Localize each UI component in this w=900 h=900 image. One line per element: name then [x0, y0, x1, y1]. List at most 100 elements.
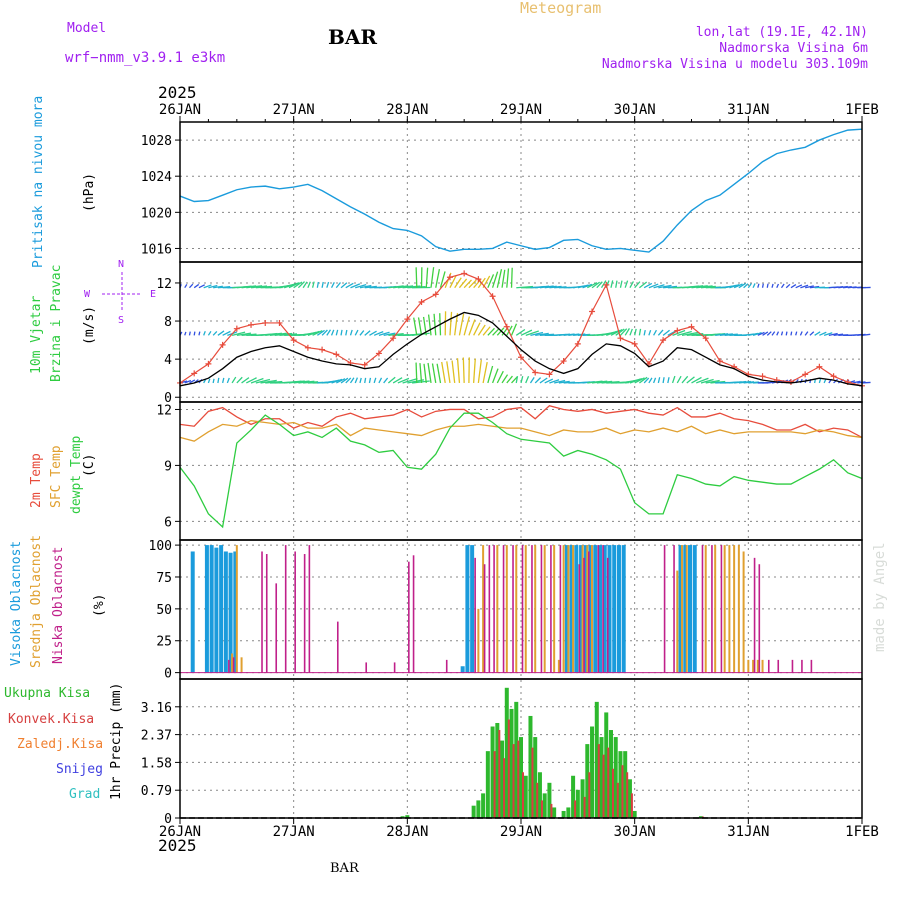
precip-bar-conv: [574, 800, 577, 818]
wind-arrow: [482, 361, 488, 384]
time-label-bottom: 26JAN: [159, 824, 201, 840]
wind-arrow: [804, 331, 809, 336]
precip-bar-total: [500, 740, 505, 818]
wind-arrow: [752, 283, 756, 288]
wind-arrow: [477, 324, 486, 336]
wind-arrow: [364, 330, 371, 336]
gust-marker: [319, 346, 326, 353]
precip-bar-total: [561, 810, 566, 818]
wind-arrow: [643, 377, 650, 384]
station-title: BAR: [328, 25, 378, 49]
wind-arrow: [596, 281, 603, 289]
gust-marker: [546, 371, 553, 378]
wind-arrow: [207, 378, 211, 384]
gust-marker: [248, 321, 255, 328]
y-tick-label: 2.37: [141, 729, 172, 744]
gust-marker: [816, 363, 823, 370]
panel-frame-5: [179, 678, 863, 819]
wind-arrow: [184, 379, 192, 384]
cloud-bar-low: [232, 657, 235, 673]
y-tick-label: 0: [164, 391, 172, 406]
precip-bar-conv: [550, 803, 553, 818]
wind-arrow: [222, 330, 231, 336]
precip-bar-total: [571, 775, 576, 818]
gust-marker: [518, 354, 524, 361]
wind-arrow: [198, 284, 206, 289]
cloud-bar-high: [607, 545, 612, 673]
cloud-bar-high: [612, 545, 617, 673]
wind-arrow: [577, 284, 589, 289]
wind-arrow: [413, 317, 418, 336]
gust-marker: [716, 358, 723, 365]
wind-arrow: [496, 269, 503, 288]
wind-arrow: [558, 380, 570, 384]
wind-arrow: [260, 379, 277, 384]
wind-arrow: [331, 378, 343, 384]
cloud-bar-low: [711, 545, 713, 673]
gust-marker: [432, 291, 439, 298]
gust-marker: [787, 379, 794, 385]
cloud-bar-low: [597, 545, 600, 673]
cloud-bar-mid: [747, 659, 750, 673]
cloud-bar-mid: [235, 545, 238, 673]
cloud-bar-low: [303, 554, 306, 673]
cloud-bar-mid: [761, 659, 764, 673]
cloud-bar-high: [602, 545, 607, 673]
gust-marker: [802, 371, 809, 378]
precip-bar-conv: [536, 782, 539, 818]
temp-line-dewpt: [179, 412, 863, 529]
wind-arrow: [423, 363, 427, 384]
wind-arrow: [634, 328, 637, 336]
gust-marker: [375, 350, 382, 357]
compass-rose: [102, 272, 142, 312]
cloud-bar-low: [753, 557, 756, 673]
precip-bar-conv: [588, 772, 591, 818]
wind-arrow: [657, 329, 664, 336]
cloud-bar-high: [688, 545, 692, 673]
wind-arrow: [472, 358, 476, 383]
cloud-bar-low: [228, 659, 230, 673]
cloud-bar-high: [214, 547, 219, 673]
wind-arrow: [686, 376, 695, 384]
y-tick-label: 100: [149, 539, 172, 554]
wind-arrow: [506, 375, 513, 384]
y-tick-label: 1024: [141, 170, 172, 185]
gust-marker: [560, 358, 567, 365]
footer-station: BAR: [330, 861, 359, 876]
precip-bar-conv: [517, 740, 520, 818]
cloud-bar-low: [493, 545, 495, 673]
precip-legend-snow: Snijeg: [56, 762, 103, 777]
y-tick-label: 0: [164, 812, 172, 827]
wind-arrow: [193, 331, 196, 336]
cloud-bar-mid: [231, 653, 234, 673]
wind-arrow: [638, 328, 642, 336]
wind-arrow: [373, 330, 384, 336]
wind-arrow: [662, 377, 665, 384]
wind-arrow: [392, 377, 403, 384]
wind-arrow: [326, 281, 330, 288]
cloud-bar-mid: [553, 545, 556, 673]
wind-arrow: [587, 282, 598, 289]
precip-bar-total: [608, 730, 613, 818]
cloud-bar-low: [583, 557, 585, 673]
precip-bar-conv: [540, 800, 543, 818]
wind-arrow: [436, 363, 442, 384]
wind-arrow: [458, 313, 465, 336]
wind-arrow: [496, 327, 505, 336]
precip-bar-conv: [626, 772, 629, 818]
wind-arrow: [809, 331, 815, 336]
wind-arrow: [203, 330, 206, 336]
wind-arrow: [667, 330, 677, 336]
wind-arrow: [747, 283, 752, 289]
wind-arrow: [780, 283, 785, 289]
wind-arrow: [288, 282, 300, 289]
precip-bar-total: [552, 807, 557, 818]
cloud-bar-high: [621, 545, 626, 673]
wind-arrow: [780, 331, 784, 336]
wind-arrow: [193, 283, 200, 289]
precip-bar-conv: [597, 744, 600, 818]
wind-arrow: [330, 329, 335, 336]
wind-arrow: [415, 362, 418, 383]
cloud-bar-low: [483, 564, 486, 673]
panel-frame-1: [179, 121, 863, 263]
